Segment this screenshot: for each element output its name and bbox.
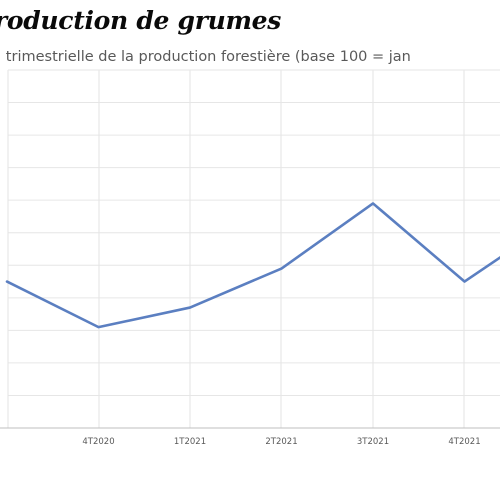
x-tick-labels: 4T20201T20212T20213T20214T20211T [82,437,480,447]
chart-title: n trimestrielle de la production foresti… [0,49,411,65]
x-tick-label: 3T2021 [357,437,389,447]
series-layer [5,202,500,329]
x-tick-label: 4T2020 [82,437,114,447]
x-tick-label: 1T2021 [174,437,206,447]
vertical-gridlines [7,70,465,428]
x-tick-label: 4T2021 [448,437,480,447]
chart-heading: roduction de grumes [0,6,281,35]
x-tick-label: 2T2021 [265,437,297,447]
